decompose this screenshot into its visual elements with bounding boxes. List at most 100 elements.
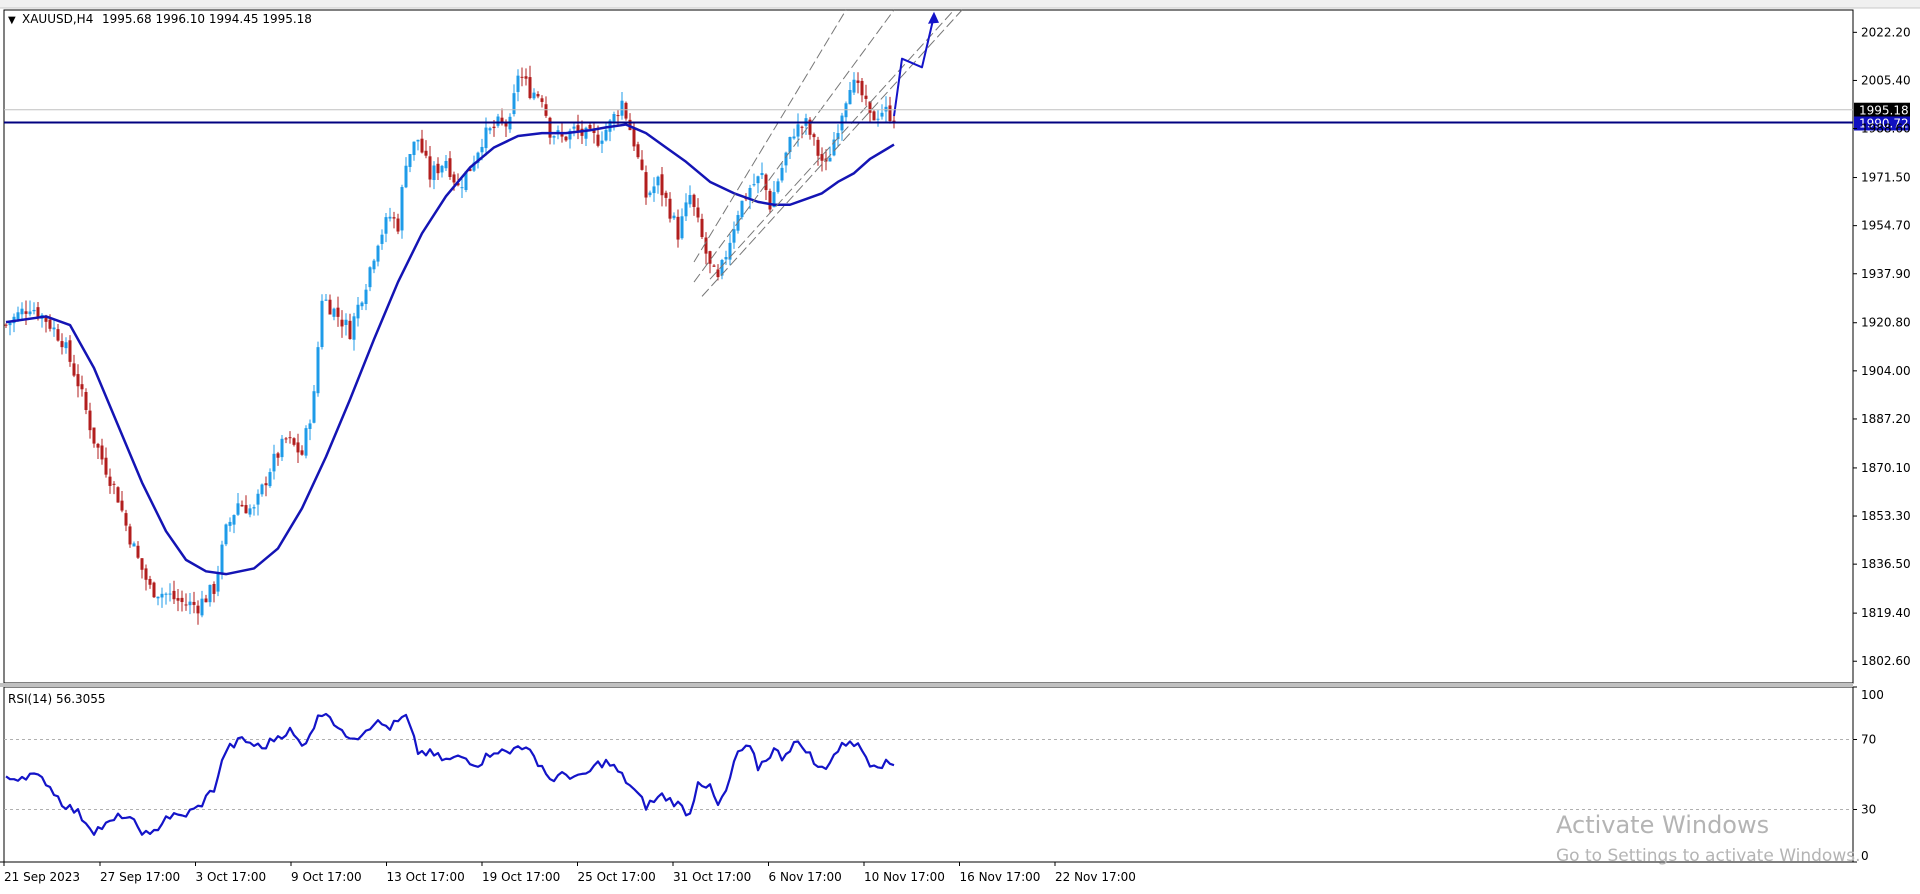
candle-body[interactable] bbox=[232, 515, 236, 525]
candle-body[interactable] bbox=[304, 428, 308, 456]
candle-body[interactable] bbox=[48, 319, 52, 329]
candle-body[interactable] bbox=[464, 171, 468, 190]
candle-body[interactable] bbox=[300, 450, 304, 455]
candle-body[interactable] bbox=[592, 130, 596, 134]
candle-body[interactable] bbox=[152, 582, 156, 598]
candle-body[interactable] bbox=[728, 242, 732, 260]
candle-body[interactable] bbox=[768, 190, 772, 210]
candle-body[interactable] bbox=[876, 118, 880, 120]
candle-body[interactable] bbox=[220, 544, 224, 575]
candle-body[interactable] bbox=[412, 141, 416, 156]
candle-body[interactable] bbox=[788, 137, 792, 153]
candle-body[interactable] bbox=[172, 590, 176, 600]
candle-body[interactable] bbox=[512, 93, 516, 115]
candle-body[interactable] bbox=[68, 340, 72, 362]
candle-body[interactable] bbox=[836, 133, 840, 140]
candle-body[interactable] bbox=[448, 158, 452, 177]
candle-body[interactable] bbox=[460, 187, 464, 189]
candle-body[interactable] bbox=[704, 237, 708, 254]
candle-body[interactable] bbox=[880, 112, 884, 117]
candle-body[interactable] bbox=[44, 315, 48, 322]
candle-body[interactable] bbox=[812, 134, 816, 138]
candle-body[interactable] bbox=[312, 391, 316, 423]
candle-body[interactable] bbox=[848, 89, 852, 105]
candle-body[interactable] bbox=[892, 120, 896, 123]
candle-body[interactable] bbox=[108, 476, 112, 486]
candle-body[interactable] bbox=[688, 195, 692, 205]
candle-body[interactable] bbox=[204, 598, 208, 603]
candle-body[interactable] bbox=[668, 198, 672, 219]
candle-body[interactable] bbox=[116, 487, 120, 503]
candle-body[interactable] bbox=[328, 299, 332, 315]
candle-body[interactable] bbox=[200, 598, 204, 616]
candle-body[interactable] bbox=[436, 163, 440, 174]
candle-body[interactable] bbox=[888, 105, 892, 122]
candle-body[interactable] bbox=[272, 453, 276, 472]
candle-body[interactable] bbox=[756, 176, 760, 184]
candle-body[interactable] bbox=[808, 119, 812, 135]
candle-body[interactable] bbox=[264, 483, 268, 486]
candle-body[interactable] bbox=[724, 257, 728, 260]
candle-body[interactable] bbox=[88, 410, 92, 431]
candle-body[interactable] bbox=[748, 187, 752, 198]
candle-body[interactable] bbox=[388, 216, 392, 219]
candle-body[interactable] bbox=[856, 80, 860, 83]
candle-body[interactable] bbox=[432, 165, 436, 181]
channel-line[interactable] bbox=[693, 9, 895, 283]
candle-body[interactable] bbox=[784, 152, 788, 166]
candle-body[interactable] bbox=[576, 125, 580, 131]
candle-body[interactable] bbox=[656, 176, 660, 186]
candle-body[interactable] bbox=[248, 508, 252, 515]
candle-body[interactable] bbox=[276, 453, 280, 458]
candle-body[interactable] bbox=[396, 218, 400, 232]
candle-body[interactable] bbox=[236, 503, 240, 515]
candle-body[interactable] bbox=[800, 126, 804, 128]
candle-body[interactable] bbox=[344, 319, 348, 326]
candle-body[interactable] bbox=[324, 299, 328, 301]
channel-line[interactable] bbox=[709, 9, 955, 280]
candle-body[interactable] bbox=[624, 102, 628, 119]
candle-body[interactable] bbox=[372, 260, 376, 270]
candle-body[interactable] bbox=[392, 217, 396, 219]
candle-body[interactable] bbox=[568, 130, 572, 140]
candle-body[interactable] bbox=[752, 184, 756, 186]
candle-body[interactable] bbox=[308, 423, 312, 429]
candle-body[interactable] bbox=[4, 324, 8, 326]
candle-body[interactable] bbox=[684, 202, 688, 217]
candle-body[interactable] bbox=[528, 77, 532, 99]
candle-body[interactable] bbox=[292, 438, 296, 445]
candle-body[interactable] bbox=[500, 117, 504, 122]
candle-body[interactable] bbox=[280, 438, 284, 458]
candle-body[interactable] bbox=[772, 192, 776, 208]
candle-body[interactable] bbox=[184, 604, 188, 606]
candle-body[interactable] bbox=[596, 134, 600, 146]
rsi-line[interactable] bbox=[5, 712, 895, 836]
candle-body[interactable] bbox=[356, 304, 360, 319]
candle-body[interactable] bbox=[384, 217, 388, 234]
candle-body[interactable] bbox=[368, 267, 372, 288]
candle-body[interactable] bbox=[720, 260, 724, 276]
candle-body[interactable] bbox=[472, 162, 476, 171]
candle-body[interactable] bbox=[156, 596, 160, 599]
candle-body[interactable] bbox=[288, 437, 292, 439]
candle-body[interactable] bbox=[408, 153, 412, 167]
candle-body[interactable] bbox=[584, 127, 588, 139]
candle-body[interactable] bbox=[564, 136, 568, 141]
candle-body[interactable] bbox=[96, 443, 100, 448]
candle-body[interactable] bbox=[160, 593, 164, 598]
candle-body[interactable] bbox=[696, 207, 700, 218]
candle-body[interactable] bbox=[496, 116, 500, 126]
candle-body[interactable] bbox=[168, 593, 172, 595]
candle-body[interactable] bbox=[8, 322, 12, 326]
candle-body[interactable] bbox=[64, 342, 68, 349]
candle-body[interactable] bbox=[612, 114, 616, 124]
candle-body[interactable] bbox=[636, 144, 640, 158]
candle-body[interactable] bbox=[188, 601, 192, 606]
candle-body[interactable] bbox=[816, 139, 820, 156]
candle-body[interactable] bbox=[444, 160, 448, 169]
candle-body[interactable] bbox=[828, 157, 832, 162]
candle-body[interactable] bbox=[260, 484, 264, 495]
forecast-arrow[interactable] bbox=[893, 15, 935, 117]
candle-body[interactable] bbox=[228, 521, 232, 526]
